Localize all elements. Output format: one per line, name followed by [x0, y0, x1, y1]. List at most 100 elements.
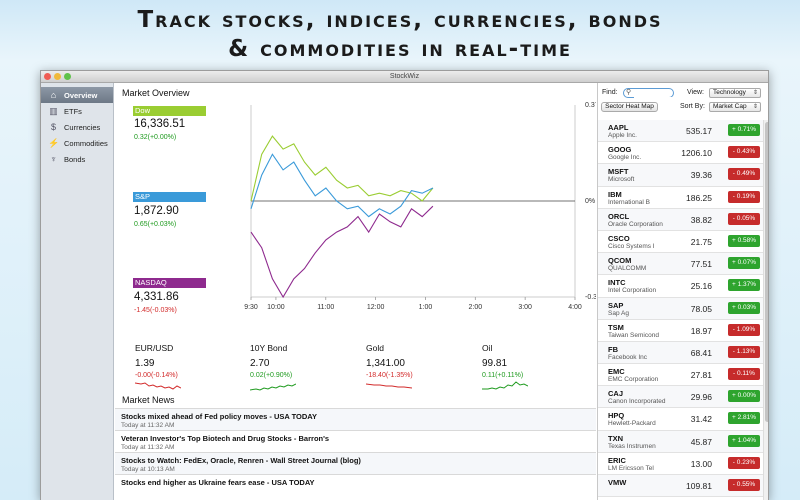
market-value: 99.81 [482, 358, 508, 369]
news-item[interactable]: Stocks end higher as Ukraine fears ease … [115, 474, 596, 496]
stock-price: 39.36 [690, 170, 712, 181]
stock-change-badge[interactable]: - 1.13% [728, 345, 760, 358]
stock-symbol: SAP [608, 300, 624, 310]
stock-name: Canon Incorporated [608, 398, 666, 406]
stock-change-badge[interactable]: - 0.55% [728, 479, 760, 491]
sidebar-item-label: Currencies [64, 122, 101, 132]
stock-change-badge[interactable]: + 0.03% [728, 301, 760, 314]
market-name: Gold [366, 343, 384, 353]
stock-change-badge[interactable]: + 1.37% [728, 279, 760, 292]
market-change: 0.11(+0.11%) [482, 372, 524, 379]
news-headline: Stocks mixed ahead of Fed policy moves -… [121, 412, 318, 421]
wheat-icon: ♆ [50, 154, 57, 164]
news-headline: Veteran Investor's Top Biotech and Drug … [121, 434, 330, 443]
view-select[interactable]: Technology ⇕ [709, 88, 761, 98]
market-eurusd[interactable]: EUR/USD 1.39 -0.00(-0.14%) [134, 343, 182, 397]
stock-row[interactable]: FB Facebook Inc 68.41 - 1.13% [598, 341, 764, 365]
stock-row[interactable]: EMC EMC Corporation 27.81 - 0.11% [598, 364, 764, 387]
stock-row[interactable]: AAPL Apple Inc. 535.17 + 0.71% [598, 120, 764, 143]
stock-row[interactable]: TXN Texas Instrumen 45.87 + 1.04% [598, 430, 764, 453]
stock-change-badge[interactable]: + 0.71% [728, 124, 760, 136]
stock-change-badge[interactable]: - 0.11% [728, 368, 760, 381]
oil-derrick-icon: ⚡ [48, 137, 60, 148]
window-title: StockWiz [389, 73, 420, 80]
stock-row[interactable]: QCOM QUALCOMM 77.51 + 0.07% [598, 253, 764, 276]
market-gold[interactable]: Gold 1,341.00 -18.40(-1.35%) [365, 343, 413, 397]
stock-symbol: ERIC [608, 455, 626, 465]
stock-row[interactable]: HPQ Hewlett-Packard 31.42 + 2.81% [598, 408, 764, 431]
find-input[interactable] [634, 97, 674, 105]
stock-row[interactable]: IBM International B 186.25 - 0.19% [598, 187, 764, 209]
find-field[interactable]: ⚲ [623, 88, 674, 105]
stock-row[interactable]: GOOG Google Inc. 1206.10 - 0.43% [598, 142, 764, 165]
x-tick-label: 1:00 [419, 304, 433, 311]
stock-row[interactable]: MSFT Microsoft 39.36 - 0.49% [598, 164, 764, 187]
stock-row[interactable]: CAJ Canon Incorporated 29.96 + 0.00% [598, 386, 764, 409]
y-tick-label: 0% [585, 198, 595, 205]
sidebar-item-overview[interactable]: ⌂ Overview [41, 87, 113, 103]
news-headline: Stocks end higher as Ukraine fears ease … [121, 478, 315, 487]
news-item[interactable]: Stocks mixed ahead of Fed policy moves -… [115, 408, 596, 430]
stock-change-badge[interactable]: + 0.58% [728, 234, 760, 247]
stock-change-badge[interactable]: - 0.49% [728, 168, 760, 181]
stock-change-badge[interactable]: - 0.43% [728, 146, 760, 159]
news-time: Today at 11:32 AM [121, 422, 175, 429]
stock-change-badge[interactable]: + 2.81% [728, 412, 760, 425]
sp-tag: S&P [133, 192, 206, 202]
stock-row[interactable]: TSM Taiwan Semicond 18.97 - 1.09% [598, 320, 764, 342]
stock-change-badge[interactable]: + 0.07% [728, 257, 760, 270]
stock-row[interactable]: CSCO Cisco Systems I 21.75 + 0.58% [598, 231, 764, 254]
stock-row[interactable]: ORCL Oracle Corporation 38.82 - 0.05% [598, 208, 764, 231]
stock-symbol: EMC [608, 367, 625, 377]
y-tick-label: -0.37% [585, 294, 596, 301]
stock-name: Texas Instrumen [608, 442, 656, 450]
view-select-value: Technology [713, 89, 746, 96]
sidebar-item-etfs[interactable]: ▥ ETFs [41, 103, 113, 119]
nasdaq-tag: NASDAQ [133, 278, 206, 288]
stock-change-badge[interactable]: - 0.05% [728, 212, 760, 225]
sort-select[interactable]: Market Cap ⇕ [709, 102, 761, 112]
stock-name: Facebook Inc [608, 353, 648, 361]
x-tick-label: 3:00 [518, 304, 532, 311]
sidebar-item-label: Bonds [64, 154, 86, 164]
stock-change-badge[interactable]: - 0.19% [728, 190, 760, 203]
market-10y-bond[interactable]: 10Y Bond 2.70 0.02(+0.90%) [249, 343, 297, 397]
y-tick-label: 0.37% [585, 102, 596, 109]
stock-row[interactable]: SAP Sap Ag 78.05 + 0.03% [598, 297, 764, 320]
stock-change-badge[interactable]: - 0.23% [728, 456, 760, 469]
close-window-button[interactable] [44, 73, 51, 80]
stock-list-scrollbar[interactable] [763, 120, 768, 500]
stock-symbol: MSFT [608, 167, 629, 177]
sort-label: Sort By: [680, 103, 705, 110]
sparkline [249, 383, 297, 391]
stock-row[interactable]: INTC Intel Corporation 25.16 + 1.37% [598, 275, 764, 298]
minimize-window-button[interactable] [54, 73, 61, 80]
title-bar: StockWiz [41, 71, 768, 83]
news-item[interactable]: Veteran Investor's Top Biotech and Drug … [115, 430, 596, 452]
news-item[interactable]: Stocks to Watch: FedEx, Oracle, Renren -… [115, 452, 596, 474]
stock-change-badge[interactable]: + 1.04% [728, 434, 760, 447]
stock-row[interactable]: ERIC LM Ericsson Tel 13.00 - 0.23% [598, 453, 764, 475]
nasdaq-change: -1.45(-0.03%) [134, 307, 177, 314]
scrollbar-thumb[interactable] [765, 122, 768, 422]
stock-price: 186.25 [686, 192, 712, 203]
market-oil[interactable]: Oil 99.81 0.11(+0.11%) [482, 343, 529, 397]
zoom-window-button[interactable] [64, 73, 71, 80]
stock-change-badge[interactable]: - 1.09% [728, 323, 760, 336]
stock-change-badge[interactable]: + 0.00% [728, 390, 760, 403]
sp-change: 0.65(+0.03%) [134, 221, 177, 228]
promo-headline: Track stocks, indices, currencies, bonds… [0, 6, 800, 64]
stock-symbol: IBM [608, 189, 622, 199]
dow-tag: Dow [133, 106, 206, 116]
intraday-chart[interactable]: 0.37% 0% -0.37% 9:30 10:00 11:00 12:00 1:00 2:00… [115, 83, 596, 323]
stock-row[interactable]: VMW 109.81 - 0.55% [598, 475, 764, 498]
sidebar-item-currencies[interactable]: $ Currencies [41, 119, 113, 135]
sidebar-item-bonds[interactable]: ♆ Bonds [41, 151, 113, 167]
stock-symbol: ORCL [608, 211, 630, 221]
stock-symbol: INTC [608, 278, 626, 288]
sector-heat-map-button[interactable]: Sector Heat Map [601, 102, 658, 112]
sidebar-item-commodities[interactable]: ⚡ Commodities [41, 135, 113, 151]
market-value: 1.39 [135, 358, 155, 369]
x-tick-label: 12:00 [367, 304, 385, 311]
news-time: Today at 11:32 AM [121, 444, 175, 451]
